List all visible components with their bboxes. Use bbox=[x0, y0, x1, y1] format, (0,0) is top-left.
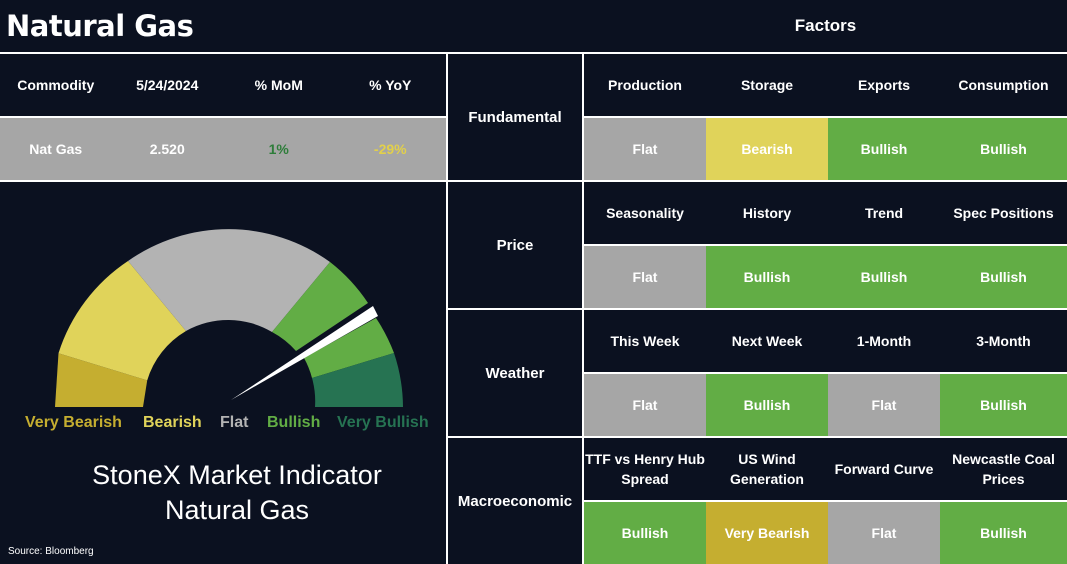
commodity-mom: 1% bbox=[268, 141, 289, 157]
factor-value: Bearish bbox=[706, 118, 828, 180]
gauge-panel: Very Bearish Bearish Flat Bullish Very B… bbox=[0, 182, 446, 564]
factor-label: History bbox=[706, 182, 828, 244]
factor-value: Flat bbox=[828, 502, 940, 564]
factor-label: 3-Month bbox=[940, 310, 1067, 372]
factor-label: Consumption bbox=[940, 54, 1067, 116]
factor-label: Storage bbox=[706, 54, 828, 116]
gauge-segment-very-bullish bbox=[312, 353, 403, 407]
header-spacer bbox=[446, 0, 584, 52]
factor-label: Next Week bbox=[706, 310, 828, 372]
factor-value: Bullish bbox=[828, 118, 940, 180]
gauge-segment-very-bearish bbox=[55, 353, 148, 407]
gauge-segments bbox=[55, 229, 403, 407]
factor-label: Spec Positions bbox=[940, 182, 1067, 244]
factor-label: Forward Curve bbox=[828, 438, 940, 500]
indicator-title-line2: Natural Gas bbox=[164, 495, 310, 525]
gauge-segment-bullish-upper bbox=[272, 262, 368, 351]
category-weather: Weather bbox=[448, 310, 582, 436]
factor-value: Bullish bbox=[940, 502, 1067, 564]
source-note: Source: Bloomberg bbox=[8, 546, 94, 557]
commodity-table-header: Commodity 5/24/2024 % MoM % YoY bbox=[0, 54, 446, 116]
factor-value: Flat bbox=[584, 246, 706, 308]
factor-value: Bullish bbox=[706, 374, 828, 436]
factor-value: Bullish bbox=[706, 246, 828, 308]
factor-label: This Week bbox=[584, 310, 706, 372]
factor-label: 1-Month bbox=[828, 310, 940, 372]
factor-value: Bullish bbox=[828, 246, 940, 308]
category-fundamental: Fundamental bbox=[448, 54, 582, 180]
indicator-title-line1: StoneX Market Indicator bbox=[92, 460, 382, 490]
factors-title: Factors bbox=[584, 0, 1067, 52]
page-title: Natural Gas bbox=[0, 0, 446, 52]
scale-label-bullish: Bullish bbox=[267, 414, 321, 431]
category-price: Price bbox=[448, 182, 582, 308]
scale-label-flat: Flat bbox=[220, 414, 249, 431]
scale-label-bearish: Bearish bbox=[143, 414, 202, 431]
scale-label-very-bearish: Very Bearish bbox=[25, 414, 122, 431]
gauge-chart bbox=[55, 229, 403, 407]
factor-label: Exports bbox=[828, 54, 940, 116]
factor-label: Production bbox=[584, 54, 706, 116]
factor-value: Bullish bbox=[584, 502, 706, 564]
commodity-name: Nat Gas bbox=[29, 141, 83, 157]
header-mom: % MoM bbox=[254, 77, 303, 93]
header-date: 5/24/2024 bbox=[136, 77, 199, 93]
indicator-title: StoneX Market Indicator Natural Gas bbox=[0, 458, 474, 528]
gauge-segment-flat bbox=[128, 229, 330, 332]
scale-label-very-bullish: Very Bullish bbox=[337, 414, 429, 431]
factor-value: Very Bearish bbox=[706, 502, 828, 564]
factor-value: Flat bbox=[584, 374, 706, 436]
header-commodity: Commodity bbox=[17, 77, 95, 93]
gauge-segment-bullish-lower bbox=[304, 318, 394, 378]
commodity-price: 2.520 bbox=[149, 141, 185, 157]
factor-label: Newcastle Coal Prices bbox=[940, 438, 1067, 500]
factor-label: Trend bbox=[828, 182, 940, 244]
gauge-segment-bearish bbox=[58, 261, 186, 381]
factor-label: TTF vs Henry Hub Spread bbox=[584, 438, 706, 500]
factor-label: US Wind Generation bbox=[706, 438, 828, 500]
header-yoy: % YoY bbox=[369, 77, 412, 93]
gauge-needle bbox=[231, 306, 378, 400]
factor-value: Flat bbox=[828, 374, 940, 436]
factor-value: Bullish bbox=[940, 118, 1067, 180]
factor-value: Bullish bbox=[940, 374, 1067, 436]
commodity-row: Nat Gas 2.520 1% -29% bbox=[0, 118, 446, 180]
category-macroeconomic: Macroeconomic bbox=[448, 438, 582, 564]
factor-label: Seasonality bbox=[584, 182, 706, 244]
factor-value: Bullish bbox=[940, 246, 1067, 308]
factor-value: Flat bbox=[584, 118, 706, 180]
commodity-yoy: -29% bbox=[373, 141, 407, 157]
